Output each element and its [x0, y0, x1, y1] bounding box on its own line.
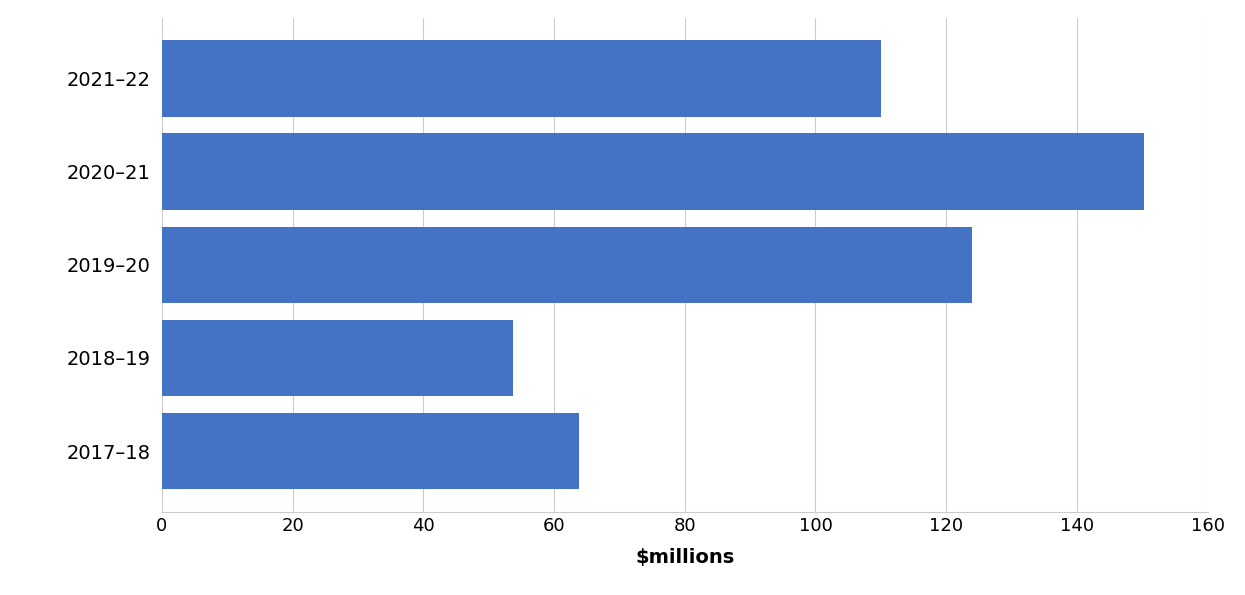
- Bar: [162, 133, 1144, 210]
- Bar: [162, 413, 579, 489]
- X-axis label: $millions: $millions: [635, 549, 735, 568]
- Bar: [162, 227, 972, 303]
- Bar: [162, 40, 881, 117]
- Bar: [162, 320, 513, 396]
